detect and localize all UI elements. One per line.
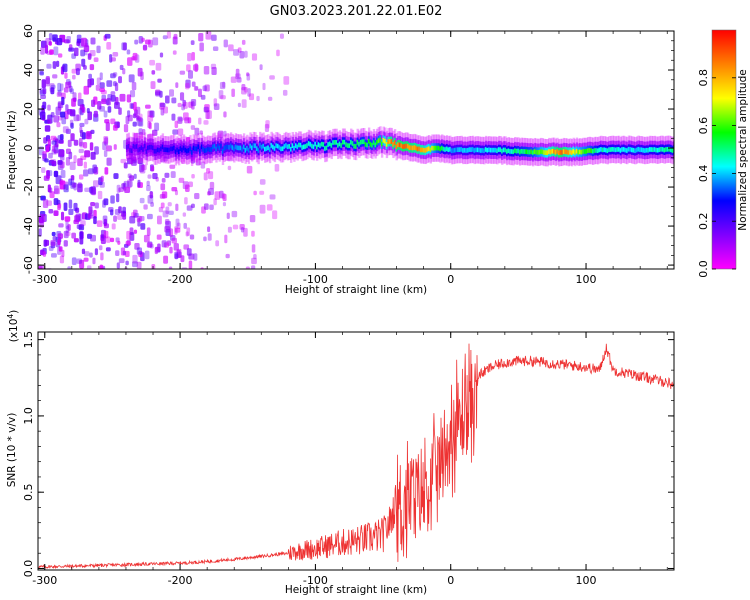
colorbar-scale [712,30,736,269]
spectrogram-heatmap [38,31,674,269]
snr-x-axis-label: Height of straight line (km) [285,584,427,596]
y-tick-label: 0 [22,145,35,152]
x-tick-label: -200 [168,574,193,587]
snr-frame [37,331,675,571]
spectrogram-frame [37,30,675,270]
y-tick-label: -40 [22,217,35,235]
spectrogram-ticks: -300 -200 -100 0 100 60 40 20 0 -20 -40 -60 [22,24,674,286]
y-tick-label: 0.5 [22,483,35,501]
y-tick-label: -20 [22,178,35,196]
x-tick-label: 0 [447,574,454,587]
x-tick-label: -200 [168,273,193,286]
x-tick-label: 0 [447,273,454,286]
snr-ticks: -300 -200 -100 0 100 0.0 0.5 1.0 1.5 [22,331,674,587]
snr-panel: -300 -200 -100 0 100 0.0 0.5 1.0 1.5 Height of s… [6,310,675,596]
spectrogram-y-axis-label: Frequency (Hz) [6,110,18,189]
x-tick-label: 100 [576,574,597,587]
y-tick-label: 1.5 [22,331,35,349]
x-tick-label: -300 [32,273,57,286]
y-tick-label: 40 [22,63,35,77]
snr-plot-area [38,332,674,570]
snr-y-multiplier: (x104) [6,310,20,343]
colorbar-frame [711,29,737,270]
y-tick-label: 0.0 [22,560,35,578]
y-tick-label: 1.0 [22,407,35,425]
y-tick-label: 20 [22,102,35,116]
colorbar-tick-label: 0.2 [697,212,710,230]
colorbar-tick-label: 0.4 [697,165,710,183]
snr-series-line [38,343,674,570]
colorbar-tick-label: 0.0 [697,260,710,278]
chart-title: GN03.2023.201.22.01.E02 [270,4,443,19]
x-tick-label: -100 [303,574,328,587]
colorbar-label: Normalized spectral amplitude [737,69,749,230]
snr-y-axis-label: SNR (10 * v/v) [6,413,18,488]
colorbar: 0.0 0.2 0.4 0.6 0.8 Normalized spectral ampl… [697,29,749,278]
x-tick-label: 100 [576,273,597,286]
colorbar-tick-label: 0.6 [697,117,710,135]
x-tick-label: -100 [303,273,328,286]
x-tick-label: -300 [32,574,57,587]
colorbar-tick-label: 0.8 [697,69,710,87]
spectrogram-panel: -300 -200 -100 0 100 60 40 20 0 -20 -40 -60 Height … [6,24,675,296]
colorbar-ticks: 0.0 0.2 0.4 0.6 0.8 [697,69,736,278]
y-tick-label: -60 [22,256,35,274]
y-tick-label: 60 [22,24,35,38]
spectrogram-x-axis-label: Height of straight line (km) [285,284,427,296]
